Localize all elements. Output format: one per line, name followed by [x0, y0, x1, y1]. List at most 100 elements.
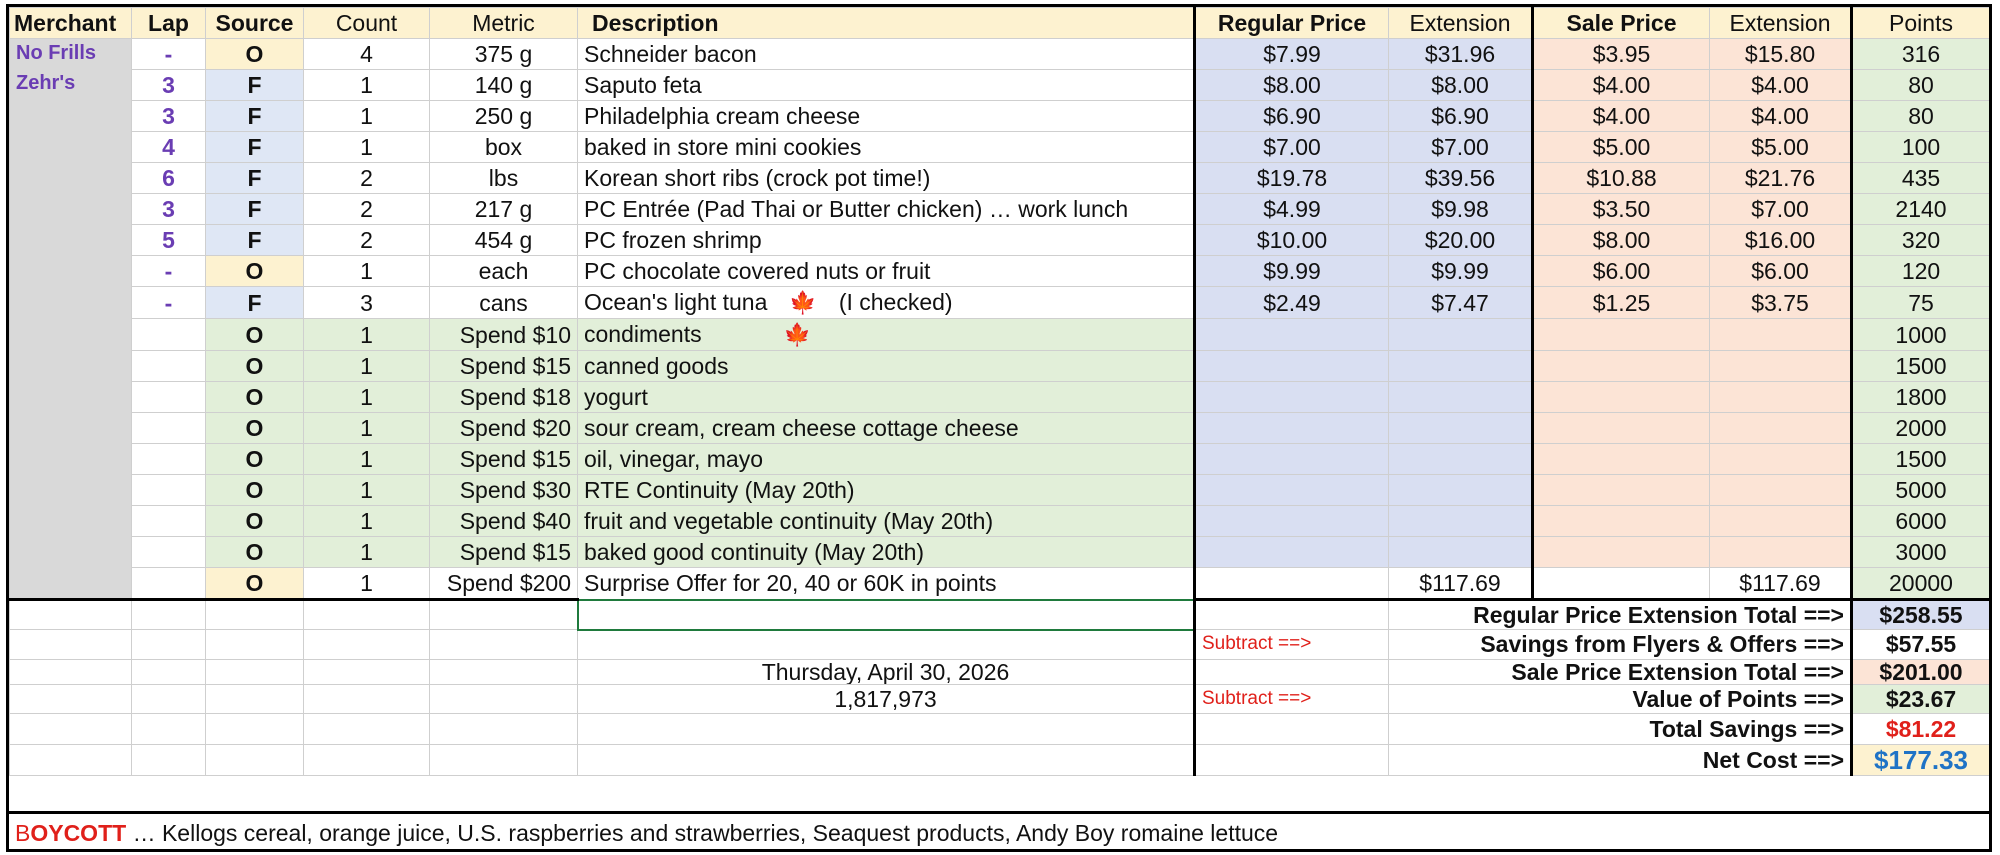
lap-cell[interactable]: 4: [131, 131, 206, 163]
source-cell[interactable]: F: [205, 193, 304, 225]
lap-cell[interactable]: [131, 712, 206, 745]
regular-total-value[interactable]: $258.55: [1850, 598, 1989, 630]
metric-cell[interactable]: Spend $40: [429, 505, 578, 537]
source-cell[interactable]: O: [205, 443, 304, 475]
sale-extension-cell[interactable]: $16.00: [1709, 224, 1852, 256]
regular-extension-cell[interactable]: $6.90: [1388, 100, 1533, 132]
sale-price-cell[interactable]: $3.50: [1531, 193, 1710, 225]
sale-extension-cell[interactable]: [1709, 318, 1852, 351]
count-cell[interactable]: 2: [303, 224, 430, 256]
source-cell[interactable]: [205, 598, 304, 630]
points-cell[interactable]: 1500: [1850, 350, 1989, 382]
date-cell[interactable]: Thursday, April 30, 2026: [577, 658, 1195, 685]
metric-cell[interactable]: each: [429, 255, 578, 287]
description-cell[interactable]: PC frozen shrimp: [577, 224, 1195, 256]
sale-price-cell[interactable]: $10.88: [1531, 162, 1710, 194]
lap-cell[interactable]: [131, 658, 206, 685]
source-cell[interactable]: O: [205, 412, 304, 444]
metric-cell[interactable]: 217 g: [429, 193, 578, 225]
lap-cell[interactable]: [131, 350, 206, 382]
sale-price-cell[interactable]: [1531, 536, 1710, 568]
points-cell[interactable]: 80: [1850, 100, 1989, 132]
header-lap[interactable]: Lap: [131, 7, 206, 39]
merchant-cell[interactable]: [9, 683, 132, 714]
date-cell[interactable]: 1,817,973: [577, 683, 1195, 714]
total-savings-label[interactable]: Total Savings ==>: [1388, 712, 1852, 745]
sale-total-value[interactable]: $201.00: [1850, 658, 1989, 685]
description-cell[interactable]: [576, 598, 1196, 631]
source-cell[interactable]: O: [205, 381, 304, 413]
metric-cell[interactable]: 250 g: [429, 100, 578, 132]
count-cell[interactable]: 1: [303, 567, 430, 600]
source-cell[interactable]: O: [205, 567, 304, 600]
points-value-label[interactable]: Value of Points ==>: [1388, 683, 1852, 714]
source-cell[interactable]: O: [205, 536, 304, 568]
regular-price-cell[interactable]: [1193, 536, 1389, 568]
subtract-cell[interactable]: [1193, 743, 1389, 776]
metric-cell[interactable]: Spend $10: [429, 318, 578, 351]
sale-extension-cell[interactable]: $4.00: [1709, 100, 1852, 132]
header-count[interactable]: Count: [303, 7, 430, 39]
metric-cell[interactable]: Spend $200: [429, 567, 578, 600]
source-cell[interactable]: F: [205, 162, 304, 194]
lap-cell[interactable]: 6: [131, 162, 206, 194]
lap-cell[interactable]: [131, 318, 206, 351]
points-value-value[interactable]: $23.67: [1850, 683, 1989, 714]
points-cell[interactable]: 320: [1850, 224, 1989, 256]
regular-extension-cell[interactable]: [1388, 412, 1533, 444]
description-cell[interactable]: baked in store mini cookies: [577, 131, 1195, 163]
lap-cell[interactable]: 5: [131, 224, 206, 256]
lap-cell[interactable]: [131, 683, 206, 714]
lap-cell[interactable]: [131, 629, 206, 660]
source-cell[interactable]: F: [205, 69, 304, 101]
description-cell[interactable]: PC Entrée (Pad Thai or Butter chicken) ……: [577, 193, 1195, 225]
count-cell[interactable]: [303, 683, 430, 714]
metric-cell[interactable]: [429, 743, 578, 776]
count-cell[interactable]: 1: [303, 318, 430, 351]
regular-extension-cell[interactable]: [1388, 474, 1533, 506]
sale-extension-cell[interactable]: [1709, 350, 1852, 382]
regular-total-label[interactable]: Regular Price Extension Total ==>: [1388, 598, 1852, 630]
regular-price-cell[interactable]: $10.00: [1193, 224, 1389, 256]
points-cell[interactable]: 6000: [1850, 505, 1989, 537]
description-cell[interactable]: RTE Continuity (May 20th): [577, 474, 1195, 506]
count-cell[interactable]: 1: [303, 474, 430, 506]
header-merchant[interactable]: Merchant: [9, 7, 132, 39]
sale-extension-cell[interactable]: [1709, 536, 1852, 568]
count-cell[interactable]: [303, 598, 430, 630]
header-regular-extension[interactable]: Extension: [1388, 7, 1533, 39]
subtract-cell[interactable]: Subtract ==>: [1193, 629, 1389, 660]
regular-extension-cell[interactable]: [1388, 350, 1533, 382]
points-cell[interactable]: 5000: [1850, 474, 1989, 506]
source-cell[interactable]: F: [205, 286, 304, 319]
lap-cell[interactable]: -: [131, 255, 206, 287]
regular-price-cell[interactable]: $8.00: [1193, 69, 1389, 101]
regular-price-cell[interactable]: $2.49: [1193, 286, 1389, 319]
points-cell[interactable]: 20000: [1850, 567, 1989, 600]
metric-cell[interactable]: lbs: [429, 162, 578, 194]
sale-price-cell[interactable]: [1531, 412, 1710, 444]
sale-price-cell[interactable]: $4.00: [1531, 100, 1710, 132]
regular-price-cell[interactable]: [1193, 505, 1389, 537]
source-cell[interactable]: F: [205, 224, 304, 256]
sale-price-cell[interactable]: [1531, 505, 1710, 537]
sale-price-cell[interactable]: $1.25: [1531, 286, 1710, 319]
header-sale-price[interactable]: Sale Price: [1531, 7, 1710, 39]
merchant-cell[interactable]: [9, 629, 132, 660]
metric-cell[interactable]: 454 g: [429, 224, 578, 256]
sale-extension-cell[interactable]: $15.80: [1709, 38, 1852, 70]
header-metric[interactable]: Metric: [429, 7, 578, 39]
description-cell[interactable]: oil, vinegar, mayo: [577, 443, 1195, 475]
sale-extension-cell[interactable]: $6.00: [1709, 255, 1852, 287]
regular-price-cell[interactable]: [1193, 350, 1389, 382]
sale-price-cell[interactable]: $4.00: [1531, 69, 1710, 101]
description-cell[interactable]: [577, 712, 1195, 745]
lap-cell[interactable]: [131, 505, 206, 537]
metric-cell[interactable]: [429, 712, 578, 745]
source-cell[interactable]: [205, 658, 304, 685]
count-cell[interactable]: 2: [303, 193, 430, 225]
count-cell[interactable]: [303, 743, 430, 776]
count-cell[interactable]: 1: [303, 350, 430, 382]
sale-extension-cell[interactable]: $117.69: [1709, 567, 1852, 600]
sale-price-cell[interactable]: $3.95: [1531, 38, 1710, 70]
